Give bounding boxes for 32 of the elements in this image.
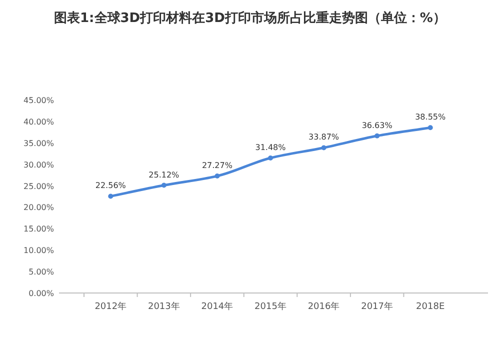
point — [428, 125, 433, 130]
data-label: 25.12% — [148, 170, 180, 180]
point — [268, 155, 273, 160]
x-tick-label: 2014年 — [201, 301, 234, 312]
y-tick-label: 15.00% — [23, 224, 54, 234]
point — [374, 133, 380, 138]
y-tick-label: 25.00% — [23, 182, 54, 191]
point — [321, 145, 326, 150]
chart-title: 图表1:全球3D打印材料在3D打印市场所占比重走势图（单位：%） — [54, 10, 446, 26]
x-tick-label: 2017年 — [361, 301, 394, 312]
data-label: 27.27% — [202, 161, 233, 170]
point — [161, 182, 166, 188]
x-tick-label: 2015年 — [254, 301, 286, 312]
y-tick-label: 45.00% — [23, 96, 54, 105]
y-tick-label: 10.00% — [23, 246, 54, 256]
data-label: 38.55% — [415, 112, 446, 122]
data-label: 36.63% — [362, 120, 393, 130]
point — [214, 174, 220, 179]
y-tick-label: 0.00% — [28, 289, 54, 298]
data-label: 31.48% — [255, 142, 286, 152]
y-tick-label: 35.00% — [23, 138, 54, 148]
x-tick-label: 2013年 — [148, 301, 180, 312]
y-tick-label: 40.00% — [23, 117, 54, 126]
point — [108, 194, 114, 199]
y-tick-label: 5.00% — [28, 268, 54, 277]
y-tick-label: 20.00% — [23, 203, 54, 212]
data-label: 33.87% — [308, 132, 340, 142]
y-tick-label: 30.00% — [23, 160, 54, 170]
x-tick-label: 2012年 — [94, 301, 127, 312]
x-tick-label: 2016年 — [308, 301, 340, 312]
x-tick-label: 2018E — [416, 302, 445, 312]
data-label: 22.56% — [95, 181, 126, 190]
